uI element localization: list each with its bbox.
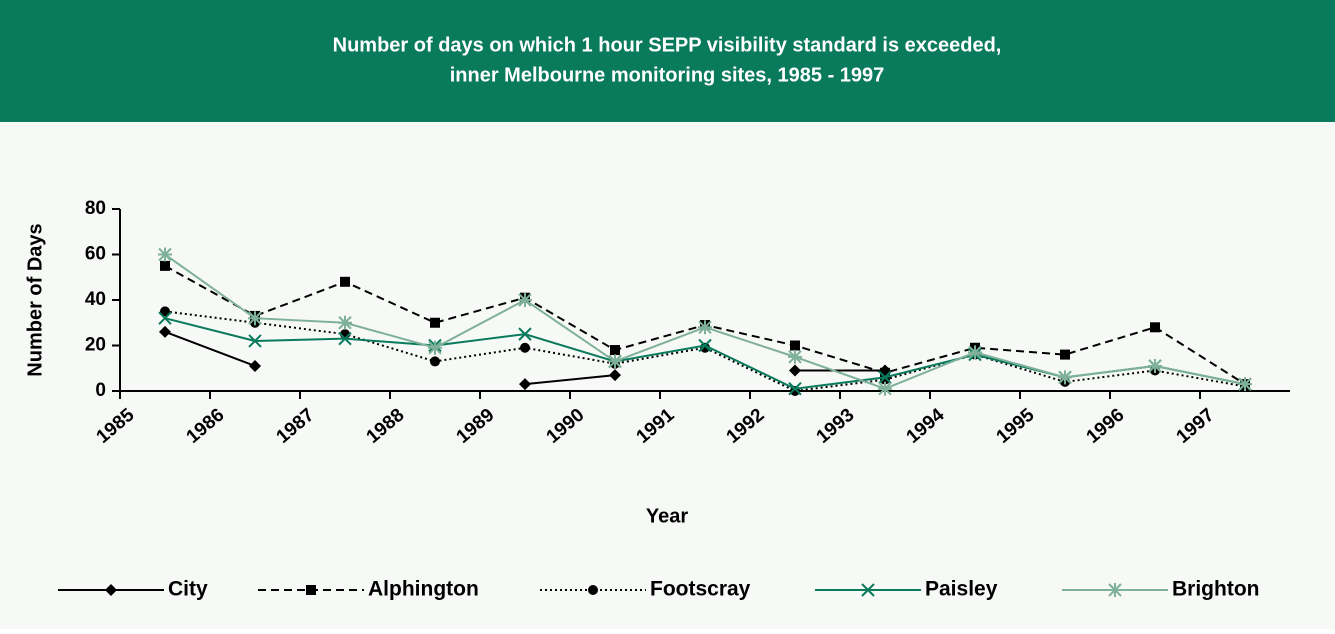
marker-shape <box>788 349 802 364</box>
marker <box>338 315 352 330</box>
header-band <box>0 0 1335 122</box>
marker <box>1060 349 1070 360</box>
marker <box>249 359 261 372</box>
marker-shape <box>1238 377 1252 392</box>
marker-shape <box>248 334 262 348</box>
y-axis-label: Number of Days <box>24 223 46 376</box>
marker <box>248 311 262 326</box>
marker <box>878 370 892 385</box>
marker-shape <box>1148 358 1162 373</box>
marker-shape <box>588 585 598 595</box>
marker <box>430 356 440 367</box>
marker <box>518 293 532 307</box>
marker <box>428 340 442 355</box>
marker <box>878 381 892 396</box>
marker-shape <box>789 364 801 377</box>
marker <box>248 334 262 348</box>
marker-shape <box>698 338 712 353</box>
marker <box>159 325 171 338</box>
legend-label: Footscray <box>650 578 751 601</box>
marker <box>1148 358 1162 373</box>
marker-shape <box>159 325 171 338</box>
marker <box>340 276 350 287</box>
marker-shape <box>788 382 802 396</box>
marker-shape <box>1108 583 1122 597</box>
marker <box>968 345 982 360</box>
x-axis-label: Year <box>646 505 688 527</box>
y-tick-label: 0 <box>95 380 106 401</box>
marker-shape <box>608 354 622 369</box>
marker-shape <box>520 342 530 353</box>
marker <box>518 327 532 341</box>
chart-title: inner Melbourne monitoring sites, 1985 -… <box>450 64 885 86</box>
marker-shape <box>878 370 892 385</box>
marker <box>609 369 621 382</box>
marker <box>1150 322 1160 333</box>
marker <box>1238 377 1252 392</box>
marker <box>160 306 170 317</box>
marker <box>520 342 530 353</box>
legend-label: Brighton <box>1172 578 1259 601</box>
marker-shape <box>306 585 316 595</box>
marker-shape <box>338 315 352 330</box>
marker <box>105 584 117 596</box>
marker-shape <box>1058 370 1072 385</box>
y-tick-label: 40 <box>85 289 106 310</box>
marker-shape <box>878 381 892 396</box>
marker-shape <box>790 340 800 351</box>
marker-shape <box>338 331 352 346</box>
marker <box>1108 583 1122 597</box>
marker-shape <box>609 369 621 382</box>
marker-shape <box>160 306 170 317</box>
marker <box>698 320 712 335</box>
marker <box>788 349 802 364</box>
marker <box>306 585 316 595</box>
y-tick-label: 20 <box>85 335 106 356</box>
marker <box>1058 370 1072 385</box>
marker-shape <box>968 345 982 360</box>
marker <box>880 367 890 378</box>
marker-shape <box>430 356 440 367</box>
marker-shape <box>1150 322 1160 333</box>
marker <box>160 260 170 271</box>
y-tick-label: 60 <box>85 244 106 265</box>
marker-shape <box>430 317 440 328</box>
marker-shape <box>1060 349 1070 360</box>
marker-shape <box>248 311 262 326</box>
marker <box>158 311 172 325</box>
marker-shape <box>428 340 442 355</box>
y-tick-label: 80 <box>85 198 106 219</box>
marker <box>588 585 598 595</box>
marker <box>158 247 172 262</box>
marker-shape <box>518 293 532 307</box>
marker <box>788 382 802 396</box>
marker-shape <box>340 276 350 287</box>
chart-title: Number of days on which 1 hour SEPP visi… <box>333 34 1002 56</box>
marker <box>610 345 620 356</box>
series-line <box>164 330 885 386</box>
legend-label: Alphington <box>368 578 479 601</box>
marker-shape <box>610 345 620 356</box>
marker-shape <box>105 584 117 596</box>
marker <box>698 338 712 353</box>
marker <box>430 317 440 328</box>
marker <box>608 354 622 369</box>
marker-shape <box>249 359 261 372</box>
legend-label: City <box>168 578 208 601</box>
marker <box>789 364 801 377</box>
legend-label: Paisley <box>925 578 998 601</box>
marker <box>861 583 875 597</box>
marker <box>338 331 352 346</box>
marker <box>790 340 800 351</box>
marker-shape <box>861 583 875 597</box>
marker-shape <box>158 247 172 262</box>
marker-shape <box>698 320 712 335</box>
marker-shape <box>158 311 172 325</box>
marker-shape <box>880 367 890 378</box>
marker <box>519 378 531 391</box>
marker-shape <box>519 378 531 391</box>
marker-shape <box>518 327 532 341</box>
marker-shape <box>160 260 170 271</box>
